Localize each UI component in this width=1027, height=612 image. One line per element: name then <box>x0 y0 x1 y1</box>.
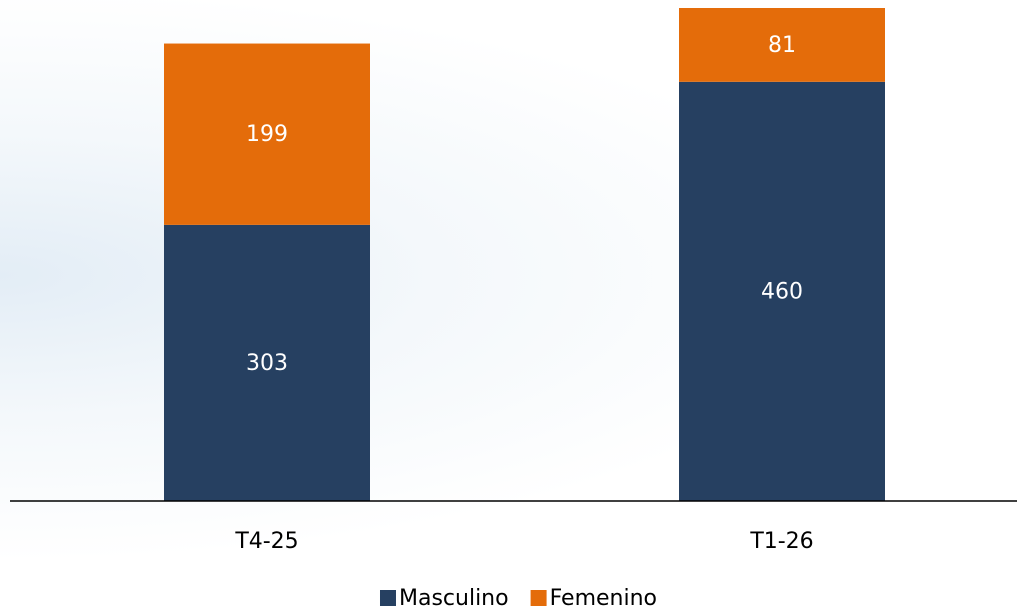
legend-swatch <box>379 590 396 606</box>
x-tick-label: T4-25 <box>234 529 298 554</box>
data-label: 199 <box>246 122 288 147</box>
data-label: 303 <box>246 351 288 376</box>
bar-segment <box>164 43 370 225</box>
legend-label: Femenino <box>550 586 657 611</box>
data-label: 81 <box>768 33 796 58</box>
bar-segment <box>164 224 370 501</box>
x-tick-label: T1-26 <box>749 529 813 554</box>
bar-segment <box>679 8 885 82</box>
legend-label: Masculino <box>399 586 509 611</box>
legend-swatch <box>530 590 547 606</box>
legend: Masculino Femenino <box>379 586 657 611</box>
bar-segment <box>679 81 885 502</box>
data-label: 460 <box>761 279 803 304</box>
